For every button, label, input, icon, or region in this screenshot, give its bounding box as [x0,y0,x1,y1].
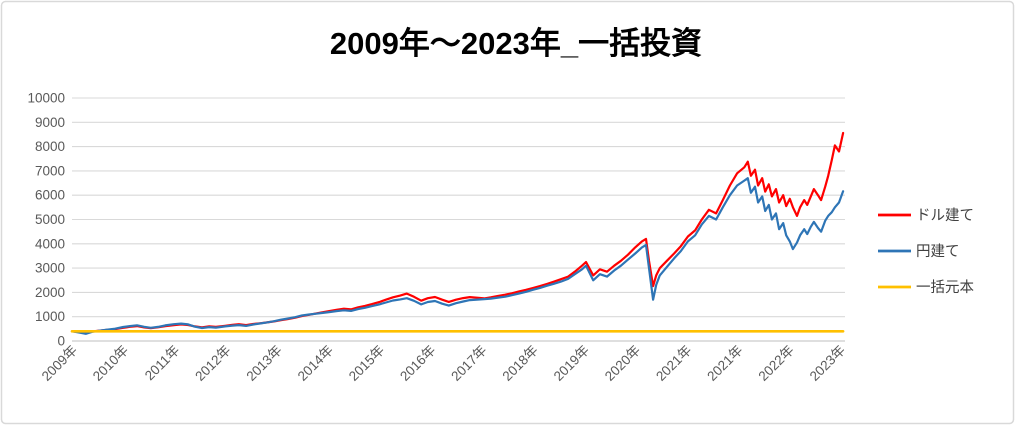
y-axis-tick-label: 8000 [35,139,65,154]
y-axis-tick-label: 2000 [35,285,65,300]
y-axis-tick-label: 7000 [35,163,65,178]
chart-title: 2009年〜2023年_一括投資 [330,26,702,61]
series-line-1 [70,177,845,335]
y-axis-tick-label: 1000 [35,309,65,324]
y-axis-tick-label: 0 [57,334,65,349]
y-axis-tick-label: 6000 [35,188,65,203]
y-axis-tick-label: 9000 [35,115,65,130]
y-axis-tick-label: 4000 [35,236,65,251]
y-axis-tick-label: 5000 [35,212,65,227]
legend-label-1: 円建て [916,243,960,260]
y-axis-tick-label: 10000 [27,91,65,106]
y-axis-tick-label: 3000 [35,261,65,276]
legend-label-2: 一括元本 [916,279,974,296]
legend-label-0: ドル建て [916,207,974,224]
chart-border [0,0,1015,425]
